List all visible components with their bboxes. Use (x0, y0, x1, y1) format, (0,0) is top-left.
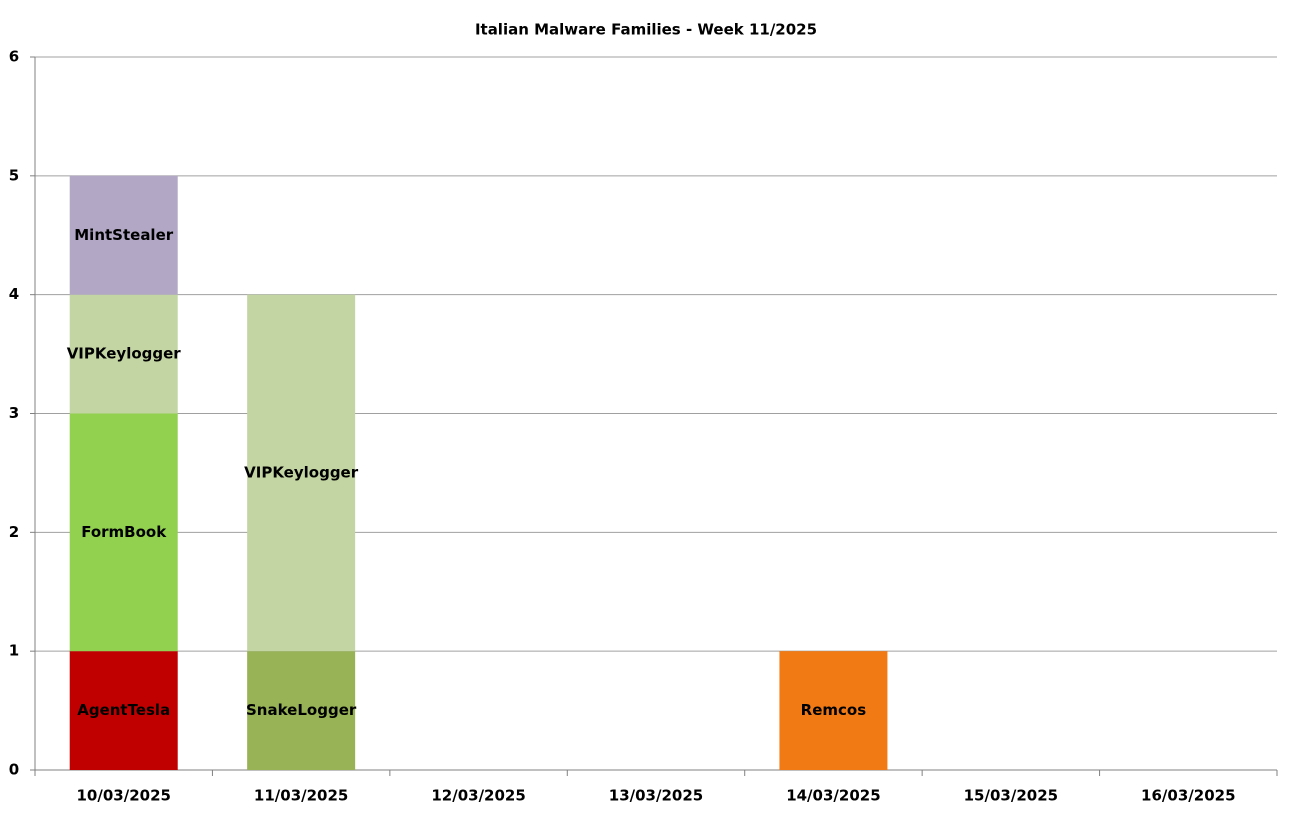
chart-title: Italian Malware Families - Week 11/2025 (475, 21, 817, 39)
y-tick-label: 3 (9, 404, 19, 422)
x-tick-label: 12/03/2025 (431, 787, 525, 805)
y-tick-label: 2 (9, 523, 19, 541)
y-tick-label: 6 (9, 48, 19, 66)
data-label: SnakeLogger (246, 701, 357, 719)
bar-segment (247, 294, 356, 652)
x-tick-label: 16/03/2025 (1141, 787, 1235, 805)
bar-segment (247, 651, 356, 770)
data-label: VIPKeylogger (67, 345, 182, 363)
data-label: VIPKeylogger (244, 463, 359, 481)
y-tick-label: 4 (9, 285, 19, 303)
y-tick-label: 1 (9, 642, 19, 660)
y-tick-label: 0 (9, 761, 19, 779)
bar-segment (69, 651, 178, 770)
data-label: MintStealer (74, 226, 174, 244)
bar-segment (69, 294, 178, 414)
x-tick-label: 11/03/2025 (254, 787, 348, 805)
data-label: Remcos (801, 701, 867, 719)
x-tick-label: 15/03/2025 (964, 787, 1058, 805)
data-label: FormBook (81, 523, 167, 541)
y-tick-label: 5 (9, 166, 19, 184)
x-tick-label: 14/03/2025 (786, 787, 880, 805)
x-tick-label: 13/03/2025 (609, 787, 703, 805)
bar-segment (69, 413, 178, 652)
bar-segment (779, 651, 888, 770)
data-label: AgentTesla (77, 701, 170, 719)
bar-segment (69, 175, 178, 295)
x-tick-label: 10/03/2025 (76, 787, 170, 805)
